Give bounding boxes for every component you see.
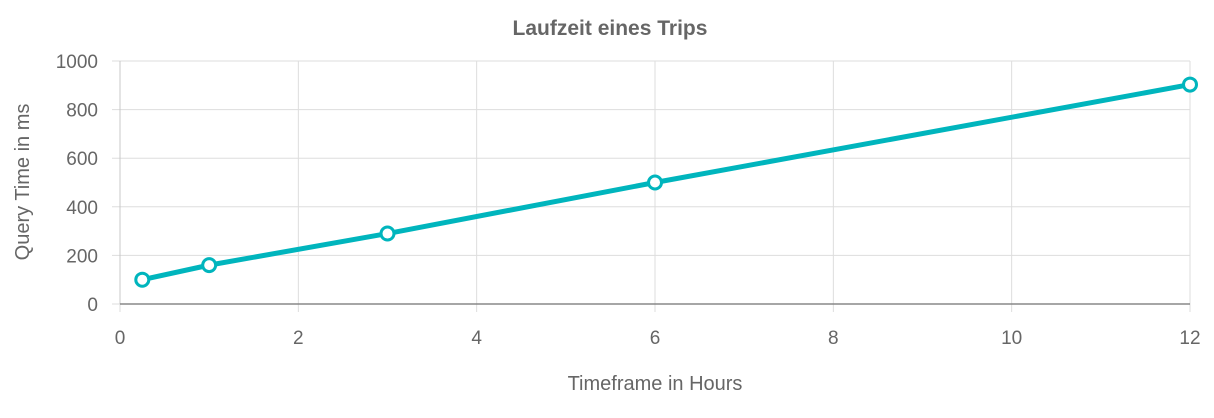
grid-lines — [112, 60, 1191, 312]
x-tick-label: 6 — [650, 328, 661, 349]
data-point — [379, 225, 396, 242]
y-tick-label: 1000 — [56, 52, 98, 73]
x-tick-label: 8 — [828, 328, 839, 349]
data-point — [647, 174, 663, 191]
y-tick-label: 400 — [66, 198, 98, 219]
y-tick-label: 200 — [66, 246, 98, 267]
x-tick-label: 4 — [471, 328, 482, 349]
data-point — [201, 257, 218, 274]
x-tick-label: 0 — [115, 328, 126, 349]
data-point — [134, 271, 151, 288]
chart-title: Laufzeit eines Trips — [513, 17, 708, 40]
data-point — [1182, 76, 1198, 93]
axes — [119, 61, 1190, 305]
x-tick-label: 2 — [293, 328, 304, 349]
tick-labels: 0 2 4 6 8 10 12 0 200 400 600 800 1000 — [56, 52, 1201, 349]
y-axis-title: Query Time in ms — [12, 104, 34, 261]
series-lines — [139, 82, 1193, 283]
x-tick-label: 12 — [1179, 328, 1200, 349]
series-line — [139, 82, 1193, 283]
data-points — [134, 76, 1198, 288]
y-tick-label: 600 — [66, 149, 98, 170]
x-tick-label: 10 — [1001, 328, 1022, 349]
x-axis-title: Timeframe in Hours — [568, 373, 743, 395]
y-tick-label: 800 — [66, 101, 98, 122]
y-tick-label: 0 — [87, 295, 98, 316]
